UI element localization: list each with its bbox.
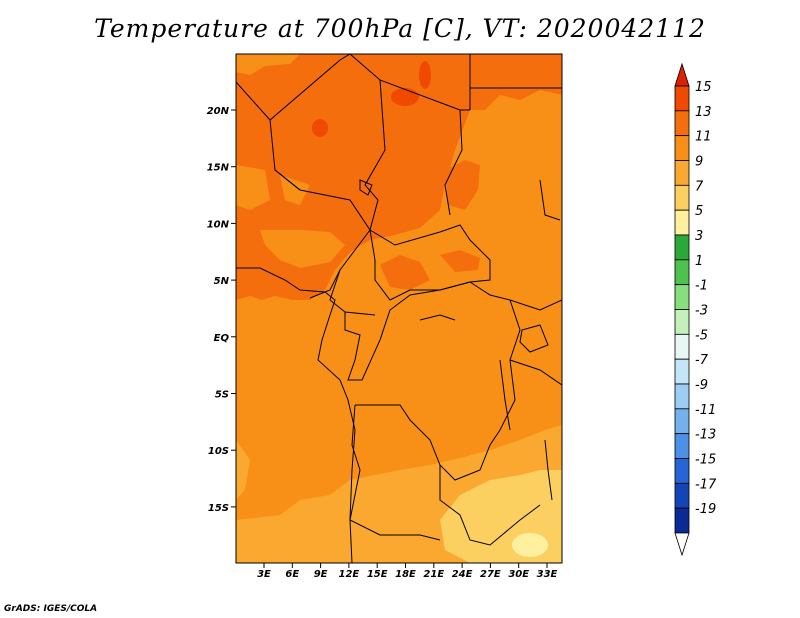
colorbar-swatch	[674, 358, 690, 385]
colorbar-swatch	[674, 160, 690, 186]
colorbar: 15 13 11 9 7 5 3 1 -1 -3 -5 -7 -9 -11 -13 -15 -17 -19	[674, 62, 717, 557]
hotspot-13-b	[312, 119, 328, 137]
colorbar-swatch	[674, 458, 690, 484]
lon-tick-label: 18E	[395, 569, 416, 580]
colorbar-label: 15	[695, 80, 712, 95]
colorbar-label: -7	[695, 353, 709, 368]
colorbar-label: -1	[695, 279, 708, 294]
temperature-field	[236, 54, 562, 563]
border-congo	[344, 294, 411, 381]
contour-7-west	[236, 440, 250, 500]
colorbar-swatch	[674, 482, 690, 509]
colorbar-label: 11	[695, 130, 712, 145]
coast-gabon	[317, 314, 356, 563]
contour-9-patch2	[260, 230, 345, 268]
border-drc	[355, 281, 521, 481]
contour-5-spot	[512, 533, 548, 557]
map-frame	[235, 53, 563, 564]
coast-gulf-guinea	[236, 267, 336, 316]
contour-11-blob3	[440, 250, 480, 272]
contour-9-patch4	[236, 54, 300, 75]
lon-tick-label: 21E	[423, 569, 444, 580]
colorbar-label: 13	[695, 105, 712, 120]
lon-tick-label: 3E	[257, 569, 271, 580]
hotspot-13-c	[419, 61, 431, 89]
lon-tick-label: 24E	[452, 569, 473, 580]
colorbar-swatch	[674, 383, 690, 410]
border-cameroon	[329, 269, 376, 316]
hotspot-13-a	[391, 88, 419, 106]
lat-tick-label: 15N	[207, 163, 230, 174]
lat-tick-label: 20N	[207, 106, 230, 117]
colorbar-label: 9	[695, 155, 703, 170]
colorbar-label: 3	[695, 229, 703, 244]
colorbar-swatch	[674, 408, 690, 435]
lat-tick-label: EQ	[214, 333, 230, 344]
colorbar-label: -19	[695, 502, 716, 517]
colorbar-label: -9	[695, 378, 708, 393]
lon-tick-label: 6E	[285, 569, 299, 580]
border-niger-chad	[364, 79, 386, 231]
colorbar-swatch	[674, 309, 690, 335]
colorbar-swatch	[674, 433, 690, 459]
lon-tick-label: 33E	[537, 569, 558, 580]
lake-chad	[359, 179, 373, 196]
colorbar-swatch	[674, 507, 690, 534]
colorbar-swatch	[674, 135, 690, 161]
chart-title: Temperature at 700hPa [C], VT: 202004211…	[94, 14, 706, 43]
border-kenya-tz	[509, 359, 562, 386]
grads-credit: GrADS: IGES/COLA	[4, 604, 98, 614]
colorbar-swatch	[674, 234, 690, 261]
colorbar-label: -3	[695, 304, 708, 319]
border-east-africa	[509, 299, 562, 311]
colorbar-bottom-arrow	[674, 532, 690, 557]
lon-tick-label: 30E	[508, 569, 529, 580]
colorbar-swatch	[674, 333, 690, 360]
river-congo	[419, 314, 456, 321]
colorbar-swatch	[674, 85, 690, 112]
lake-tanganyika	[499, 359, 511, 431]
latitude-axis: 20N 15N 10N 5N EQ 5S 10S 15S	[207, 106, 236, 514]
contour-9-patch3	[280, 175, 310, 205]
colorbar-label: 1	[695, 254, 703, 269]
border-car	[369, 224, 491, 301]
colorbar-top-arrow	[674, 62, 690, 87]
lon-tick-label: 12E	[339, 569, 360, 580]
lat-tick-label: 10N	[207, 219, 230, 230]
colorbar-swatch	[674, 110, 690, 137]
contour-11-blob1	[445, 160, 480, 210]
colorbar-label: -11	[695, 403, 716, 418]
colorbar-swatch	[674, 184, 690, 211]
border-zambia	[439, 465, 541, 546]
colorbar-label: 7	[695, 179, 704, 194]
colorbar-swatch	[674, 284, 690, 310]
lon-tick-label: 9E	[314, 569, 328, 580]
contour-11-blob2	[380, 255, 430, 290]
lake-victoria	[519, 324, 549, 353]
lon-tick-label: 15E	[367, 569, 388, 580]
contour-11-east	[470, 54, 562, 110]
colorbar-label: 5	[695, 204, 703, 219]
contour-9-patch1	[236, 165, 270, 210]
border-chad-sudan	[444, 109, 463, 216]
border-libya-chad	[349, 54, 470, 111]
border-nigeria	[274, 169, 371, 299]
colorbar-swatch	[674, 209, 690, 236]
colorbar-label: -5	[695, 328, 708, 343]
border-sudan-ethiopia	[539, 179, 561, 221]
colorbar-label: -13	[695, 428, 716, 443]
lon-tick-label: 27E	[480, 569, 501, 580]
country-borders	[236, 54, 562, 563]
lat-tick-label: 5S	[215, 390, 229, 401]
border-algeria-mali	[236, 54, 351, 121]
lake-malawi	[544, 439, 553, 501]
colorbar-label: -15	[695, 453, 716, 468]
lat-tick-label: 10S	[208, 446, 229, 457]
lat-tick-label: 5N	[214, 276, 230, 287]
longitude-axis: 3E 6E 9E 12E 15E 18E 21E 24E 27E 30E 33E	[257, 563, 558, 580]
lat-tick-label: 15S	[208, 503, 229, 514]
colorbar-swatch	[674, 259, 690, 286]
colorbar-label: -17	[695, 477, 717, 492]
